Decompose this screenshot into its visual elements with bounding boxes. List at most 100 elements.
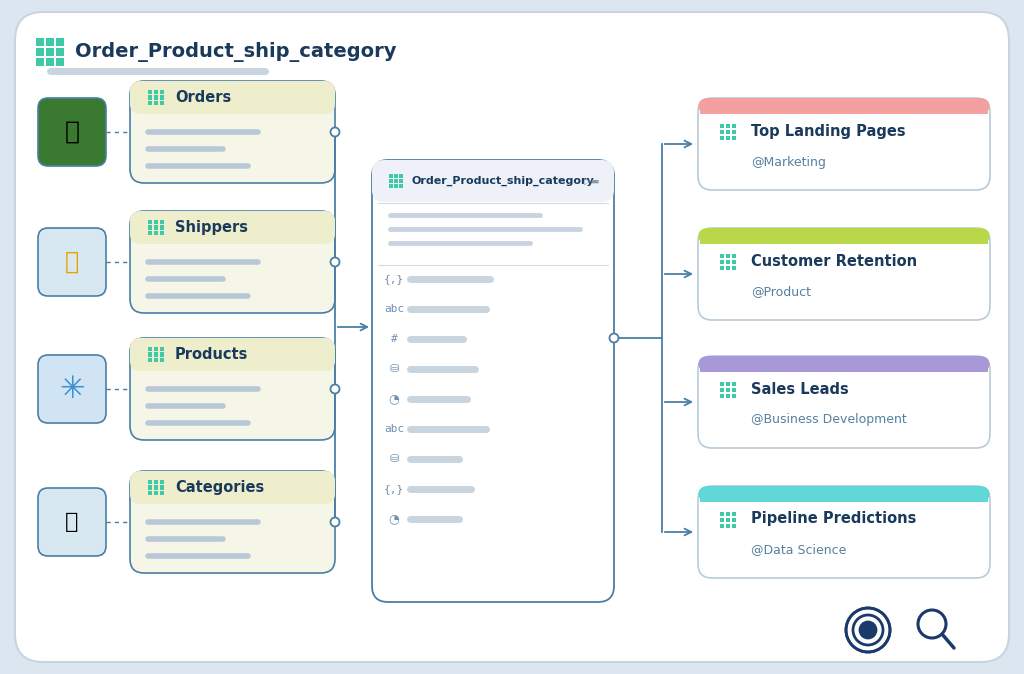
Bar bbox=[148, 480, 153, 484]
Text: #: # bbox=[390, 334, 397, 344]
Bar bbox=[160, 353, 164, 357]
Text: ⛁: ⛁ bbox=[389, 454, 398, 464]
FancyBboxPatch shape bbox=[130, 471, 335, 573]
Text: {,}: {,} bbox=[384, 484, 404, 494]
Bar bbox=[732, 512, 736, 516]
Text: Orders: Orders bbox=[175, 90, 231, 105]
Bar bbox=[720, 518, 724, 522]
Bar bbox=[56, 49, 63, 56]
Bar bbox=[394, 179, 398, 183]
Bar bbox=[154, 480, 158, 484]
Bar bbox=[726, 253, 730, 258]
Text: Pipeline Predictions: Pipeline Predictions bbox=[751, 512, 916, 526]
Bar bbox=[726, 129, 730, 134]
Bar bbox=[154, 485, 158, 489]
Bar bbox=[56, 38, 63, 46]
Bar bbox=[36, 49, 44, 56]
Bar bbox=[700, 104, 988, 114]
Text: 🐘: 🐘 bbox=[65, 250, 79, 274]
FancyBboxPatch shape bbox=[38, 488, 106, 556]
FancyBboxPatch shape bbox=[130, 81, 335, 183]
Text: {,}: {,} bbox=[384, 274, 404, 284]
Text: Sales Leads: Sales Leads bbox=[751, 381, 849, 396]
Bar bbox=[154, 225, 158, 230]
Bar bbox=[394, 184, 398, 188]
Bar bbox=[160, 95, 164, 100]
Bar bbox=[399, 174, 403, 178]
Bar bbox=[154, 491, 158, 495]
FancyBboxPatch shape bbox=[698, 486, 990, 502]
Bar bbox=[726, 259, 730, 264]
Bar bbox=[148, 225, 153, 230]
Bar bbox=[399, 179, 403, 183]
Bar bbox=[720, 388, 724, 392]
Text: Customer Retention: Customer Retention bbox=[751, 253, 918, 268]
Bar bbox=[160, 225, 164, 230]
Circle shape bbox=[331, 518, 340, 526]
Bar bbox=[160, 220, 164, 224]
Bar bbox=[160, 485, 164, 489]
FancyBboxPatch shape bbox=[698, 228, 990, 320]
Bar bbox=[720, 394, 724, 398]
Bar bbox=[46, 38, 54, 46]
Bar bbox=[700, 493, 988, 502]
Text: ◔: ◔ bbox=[388, 392, 399, 406]
Bar bbox=[726, 124, 730, 128]
FancyBboxPatch shape bbox=[698, 98, 990, 190]
Text: @Data Science: @Data Science bbox=[751, 543, 847, 557]
Bar bbox=[46, 49, 54, 56]
FancyBboxPatch shape bbox=[130, 211, 335, 244]
Bar bbox=[720, 381, 724, 386]
Bar bbox=[720, 135, 724, 140]
Bar bbox=[148, 358, 153, 363]
Bar bbox=[732, 135, 736, 140]
Bar bbox=[720, 129, 724, 134]
Text: Categories: Categories bbox=[175, 480, 264, 495]
FancyBboxPatch shape bbox=[372, 160, 614, 202]
Bar bbox=[154, 95, 158, 100]
FancyBboxPatch shape bbox=[372, 160, 614, 602]
Text: abc: abc bbox=[384, 304, 404, 314]
Bar bbox=[160, 346, 164, 351]
Bar bbox=[720, 266, 724, 270]
Text: @Product: @Product bbox=[751, 286, 811, 299]
Bar bbox=[160, 90, 164, 94]
Bar bbox=[726, 388, 730, 392]
Bar bbox=[36, 58, 44, 66]
Bar bbox=[154, 231, 158, 235]
Circle shape bbox=[609, 334, 618, 342]
FancyBboxPatch shape bbox=[698, 98, 990, 114]
Bar bbox=[154, 346, 158, 351]
Bar bbox=[160, 231, 164, 235]
Bar bbox=[726, 135, 730, 140]
Bar bbox=[160, 491, 164, 495]
Text: abc: abc bbox=[384, 424, 404, 434]
Bar bbox=[732, 266, 736, 270]
Bar bbox=[389, 179, 392, 183]
Text: ⛁: ⛁ bbox=[389, 364, 398, 374]
Bar bbox=[160, 480, 164, 484]
Bar bbox=[726, 266, 730, 270]
Text: Shippers: Shippers bbox=[175, 220, 248, 235]
Bar bbox=[148, 90, 153, 94]
Text: ▷▬: ▷▬ bbox=[585, 177, 600, 185]
FancyBboxPatch shape bbox=[130, 471, 335, 504]
Circle shape bbox=[331, 384, 340, 394]
FancyBboxPatch shape bbox=[38, 228, 106, 296]
Bar bbox=[154, 358, 158, 363]
Text: Order_Product_ship_category: Order_Product_ship_category bbox=[412, 176, 595, 186]
FancyBboxPatch shape bbox=[38, 355, 106, 423]
Bar bbox=[148, 95, 153, 100]
Text: Order_Product_ship_category: Order_Product_ship_category bbox=[75, 42, 396, 62]
Text: @Business Development: @Business Development bbox=[751, 414, 906, 427]
Bar bbox=[399, 184, 403, 188]
Bar bbox=[700, 235, 988, 244]
Circle shape bbox=[860, 622, 876, 638]
Bar bbox=[148, 346, 153, 351]
Bar bbox=[394, 174, 398, 178]
Bar bbox=[154, 220, 158, 224]
FancyBboxPatch shape bbox=[38, 98, 106, 166]
Bar bbox=[148, 101, 153, 105]
FancyBboxPatch shape bbox=[130, 81, 335, 114]
FancyBboxPatch shape bbox=[698, 486, 990, 578]
